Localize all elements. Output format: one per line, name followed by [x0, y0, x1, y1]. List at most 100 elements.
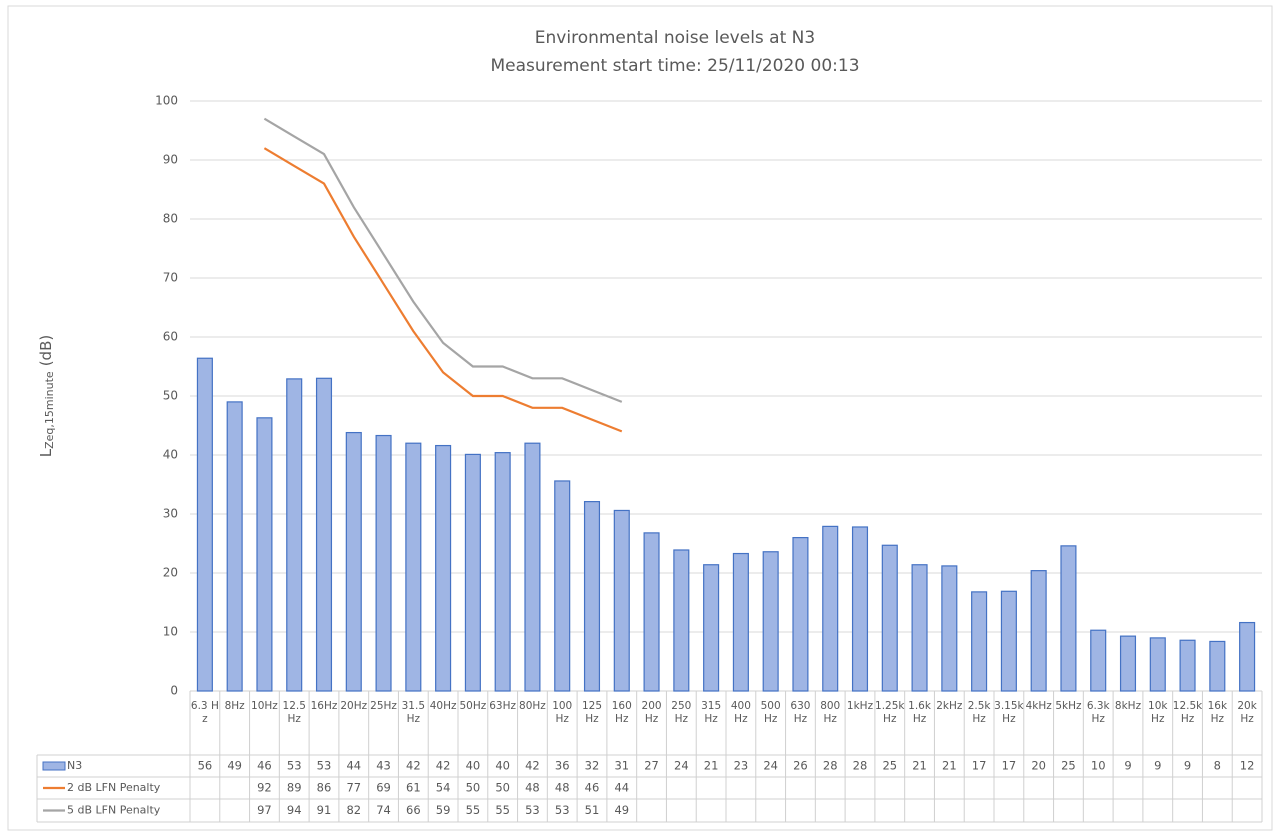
y-tick-label: 60: [163, 330, 178, 344]
x-tick-label-box: 8kHz: [1114, 700, 1142, 712]
table-value: 55: [495, 803, 510, 817]
table-value: 48: [525, 781, 540, 795]
y-tick-label: 10: [163, 625, 178, 639]
chart-border: [7, 5, 1273, 831]
legend-swatch: [42, 761, 66, 771]
x-tick-label-box: 31.5Hz: [401, 700, 426, 725]
y-label-main: L: [37, 448, 55, 457]
x-tick-label: 2kHz: [936, 700, 963, 712]
x-tick-label-box: 10Hz: [251, 700, 278, 712]
table-value: 24: [763, 759, 778, 773]
bar: [583, 501, 601, 692]
y-tick-label: 90: [163, 153, 178, 167]
table-value: 40: [495, 759, 510, 773]
x-tick-label: 6.3k Hz: [1086, 700, 1110, 725]
table-value: 9: [1124, 759, 1131, 773]
bar: [1030, 570, 1047, 692]
table-value: 50: [495, 781, 510, 795]
table-value: 48: [555, 781, 570, 795]
x-tick-label-box: 630 Hz: [790, 700, 810, 725]
bar: [196, 357, 213, 692]
bar: [494, 452, 511, 692]
bar: [881, 544, 898, 692]
x-tick-label: 2.5k Hz: [967, 700, 991, 725]
bar: [613, 509, 630, 692]
table-value: 21: [942, 759, 957, 773]
x-tick-label: 31.5Hz: [401, 700, 426, 725]
table-value: 28: [823, 759, 838, 773]
table-value: 86: [317, 781, 332, 795]
table-value: 74: [376, 803, 391, 817]
x-tick-label: 12.5Hz: [282, 700, 306, 725]
x-tick-label-box: 100 Hz: [552, 700, 572, 725]
x-tick-label: 1kHz: [846, 700, 874, 712]
table-value: 12: [1240, 759, 1255, 773]
x-tick-label: 250 Hz: [671, 700, 692, 725]
x-tick-label-box: 5kHz: [1055, 700, 1081, 712]
x-tick-label: 3.15kHz: [994, 700, 1024, 725]
chart-title: Environmental noise levels at N3: [535, 28, 815, 48]
table-value: 8: [1214, 759, 1221, 773]
bar: [256, 417, 273, 692]
x-tick-label-box: 80Hz: [519, 700, 546, 712]
x-tick-label-box: 12.5Hz: [282, 700, 306, 725]
bar: [286, 378, 303, 692]
table-value: 46: [585, 781, 600, 795]
table-value: 42: [436, 759, 451, 773]
bar: [405, 442, 422, 692]
y-tick-label: 30: [163, 507, 178, 521]
table-value: 82: [346, 803, 361, 817]
table-value: 32: [585, 759, 600, 773]
table-value: 56: [198, 759, 213, 773]
x-tick-label: 8kHz: [1114, 700, 1142, 712]
table-value: 25: [1061, 759, 1076, 773]
bar: [911, 564, 928, 692]
table-value: 66: [406, 803, 421, 817]
x-tick-label: 125 Hz: [581, 700, 603, 725]
bar: [1179, 639, 1196, 692]
bar: [1000, 590, 1017, 692]
x-tick-label: 8Hz: [224, 700, 245, 712]
bar: [673, 549, 690, 692]
table-value: 24: [674, 759, 689, 773]
x-tick-label: 10k Hz: [1148, 700, 1168, 725]
x-tick-label: 80Hz: [519, 700, 546, 712]
x-tick-label: 6.3 Hz: [190, 700, 219, 725]
x-tick-label: 25Hz: [370, 700, 397, 712]
bar: [464, 453, 481, 692]
x-tick-label-box: 500 Hz: [761, 700, 781, 725]
x-tick-label-box: 8Hz: [224, 700, 245, 712]
y-label-unit: (dB): [37, 335, 55, 367]
x-tick-label: 800 Hz: [820, 700, 841, 725]
table-value: 36: [555, 759, 570, 773]
x-tick-label-box: 16k Hz: [1208, 700, 1227, 725]
bar: [375, 434, 392, 692]
x-tick-label: 160 Hz: [611, 700, 632, 725]
table-value: 53: [525, 803, 540, 817]
table-value: 9: [1184, 759, 1191, 773]
bar: [345, 431, 362, 692]
y-axis-label: LZeq,15minute (dB): [37, 335, 57, 457]
legend-label: 2 dB LFN Penalty: [67, 781, 161, 794]
x-tick-label-box: 160 Hz: [611, 700, 632, 725]
line: [263, 117, 623, 403]
x-tick-label-box: 12.5kHz: [1173, 700, 1202, 725]
table-value: 54: [436, 781, 451, 795]
x-tick-label-box: 200 Hz: [642, 700, 662, 725]
table-value: 17: [1002, 759, 1017, 773]
x-tick-label: 4kHz: [1025, 700, 1052, 712]
x-tick-label: 20k Hz: [1237, 700, 1257, 725]
bar: [1090, 629, 1107, 692]
table-value: 46: [257, 759, 272, 773]
x-tick-label-box: 16Hz: [311, 700, 338, 712]
x-tick-label-box: 1kHz: [846, 700, 874, 712]
y-tick-label: 70: [163, 271, 178, 285]
bar: [435, 444, 452, 692]
table-value: 26: [793, 759, 808, 773]
table-value: 42: [525, 759, 540, 773]
y-tick-label: 50: [163, 389, 178, 403]
bar: [643, 532, 660, 692]
x-tick-label-box: 10k Hz: [1148, 700, 1168, 725]
table-value: 28: [853, 759, 868, 773]
table-value: 51: [585, 803, 600, 817]
